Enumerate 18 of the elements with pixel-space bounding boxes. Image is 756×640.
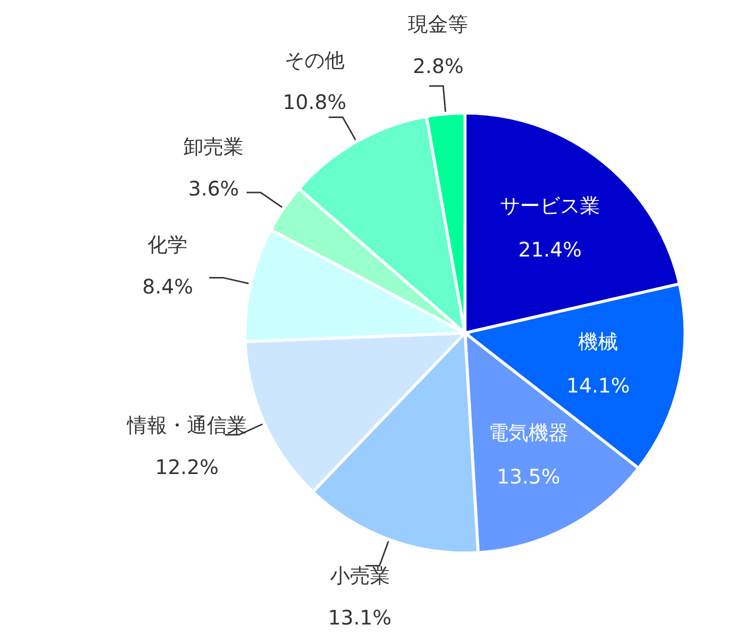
slice-label: 卸売業 [184,134,244,159]
slice-label: 小売業 [330,564,390,588]
data-label: 12.2% [155,454,219,479]
slice-label: 化学 [148,232,188,256]
slice-label: 情報・通信業 [126,412,247,437]
slice-label: 電気機器 [488,420,569,445]
slice-label: 機械 [578,330,618,354]
data-label: 10.8% [282,90,346,114]
data-label: 14.1% [566,374,630,398]
slice-label: その他 [284,48,345,72]
data-label: 13.5% [496,464,560,489]
data-label: 2.8% [412,54,464,78]
data-label: 3.6% [188,176,240,201]
slice-label: 現金等 [408,12,468,36]
data-label: 8.4% [142,274,194,298]
data-label: 13.1% [328,606,392,630]
data-label: 21.4% [518,237,582,262]
slice-label: サービス業 [500,193,600,218]
